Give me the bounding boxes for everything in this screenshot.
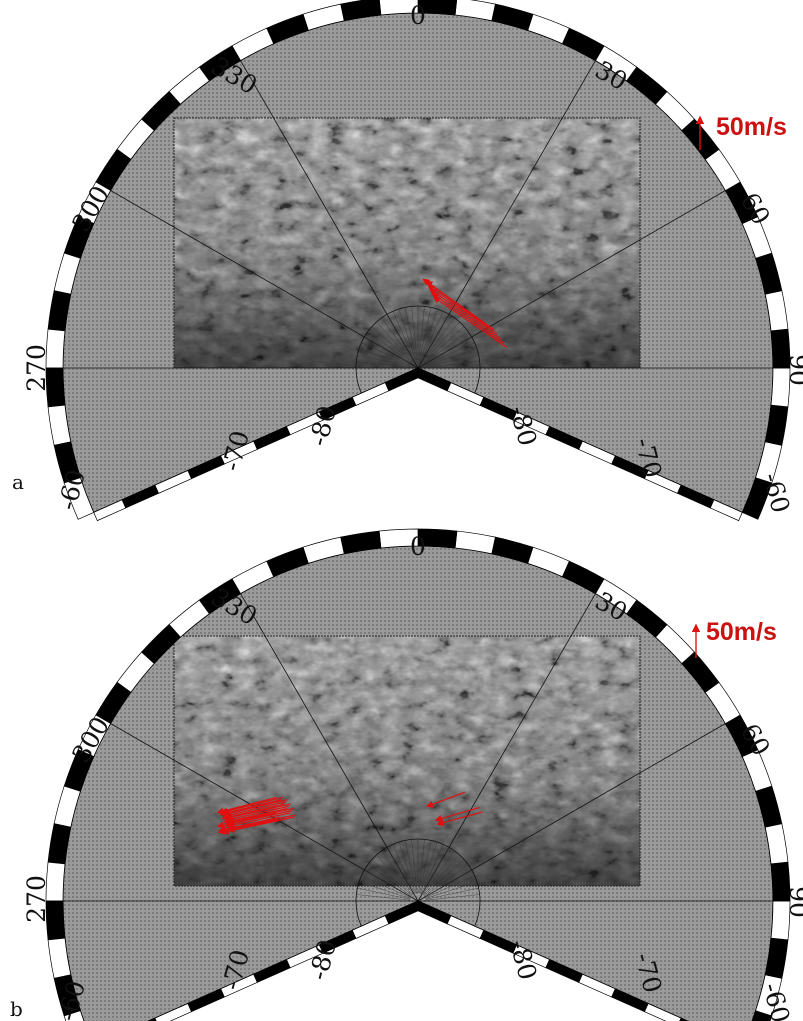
latitude-label-right-60: -60 [757, 470, 795, 516]
wind-vector [430, 292, 505, 344]
wind-vector [221, 818, 285, 835]
panel-letter: b [10, 997, 23, 1021]
scale-label: 50m/s [706, 618, 777, 646]
wind-vector [426, 791, 466, 808]
wind-vector [225, 812, 291, 829]
wind-vector [432, 296, 508, 348]
satellite-image-shading [174, 636, 640, 886]
wind-vector [427, 284, 498, 335]
wind-vector [224, 805, 290, 823]
scale-label: 50m/s [716, 113, 787, 141]
wind-vector [425, 280, 495, 331]
wind-vector [436, 811, 483, 827]
panel-a: 50m/s 0 330 30 300 60 270 90 -60 -70 -80… [12, 0, 803, 522]
wind-vector [223, 807, 288, 825]
wind-vector [434, 807, 480, 822]
azimuth-label-270: 270 [22, 344, 51, 392]
satellite-image-shading [174, 118, 640, 368]
panel-letter: a [12, 470, 24, 494]
azimuth-label-90: 90 [784, 886, 803, 918]
wind-vector [225, 803, 291, 821]
azimuth-label-0: 0 [410, 1, 426, 30]
wind-vector [429, 288, 501, 340]
wind-vectors [216, 791, 483, 835]
wind-vectors [422, 278, 508, 348]
wind-vector [222, 801, 286, 819]
wind-vector [220, 796, 283, 815]
wind-vector [227, 807, 294, 825]
azimuth-label-0: 0 [410, 532, 426, 561]
panel-b: 50m/s 0 330 30 300 60 270 90 -60 -70 -80… [10, 528, 803, 1021]
frame-ticks [45, 528, 791, 1021]
frame-ticks [45, 0, 791, 522]
wind-vector [218, 816, 280, 833]
azimuth-label-90: 90 [784, 354, 803, 386]
azimuth-label-270: 270 [22, 875, 51, 923]
wind-vector [223, 799, 288, 817]
